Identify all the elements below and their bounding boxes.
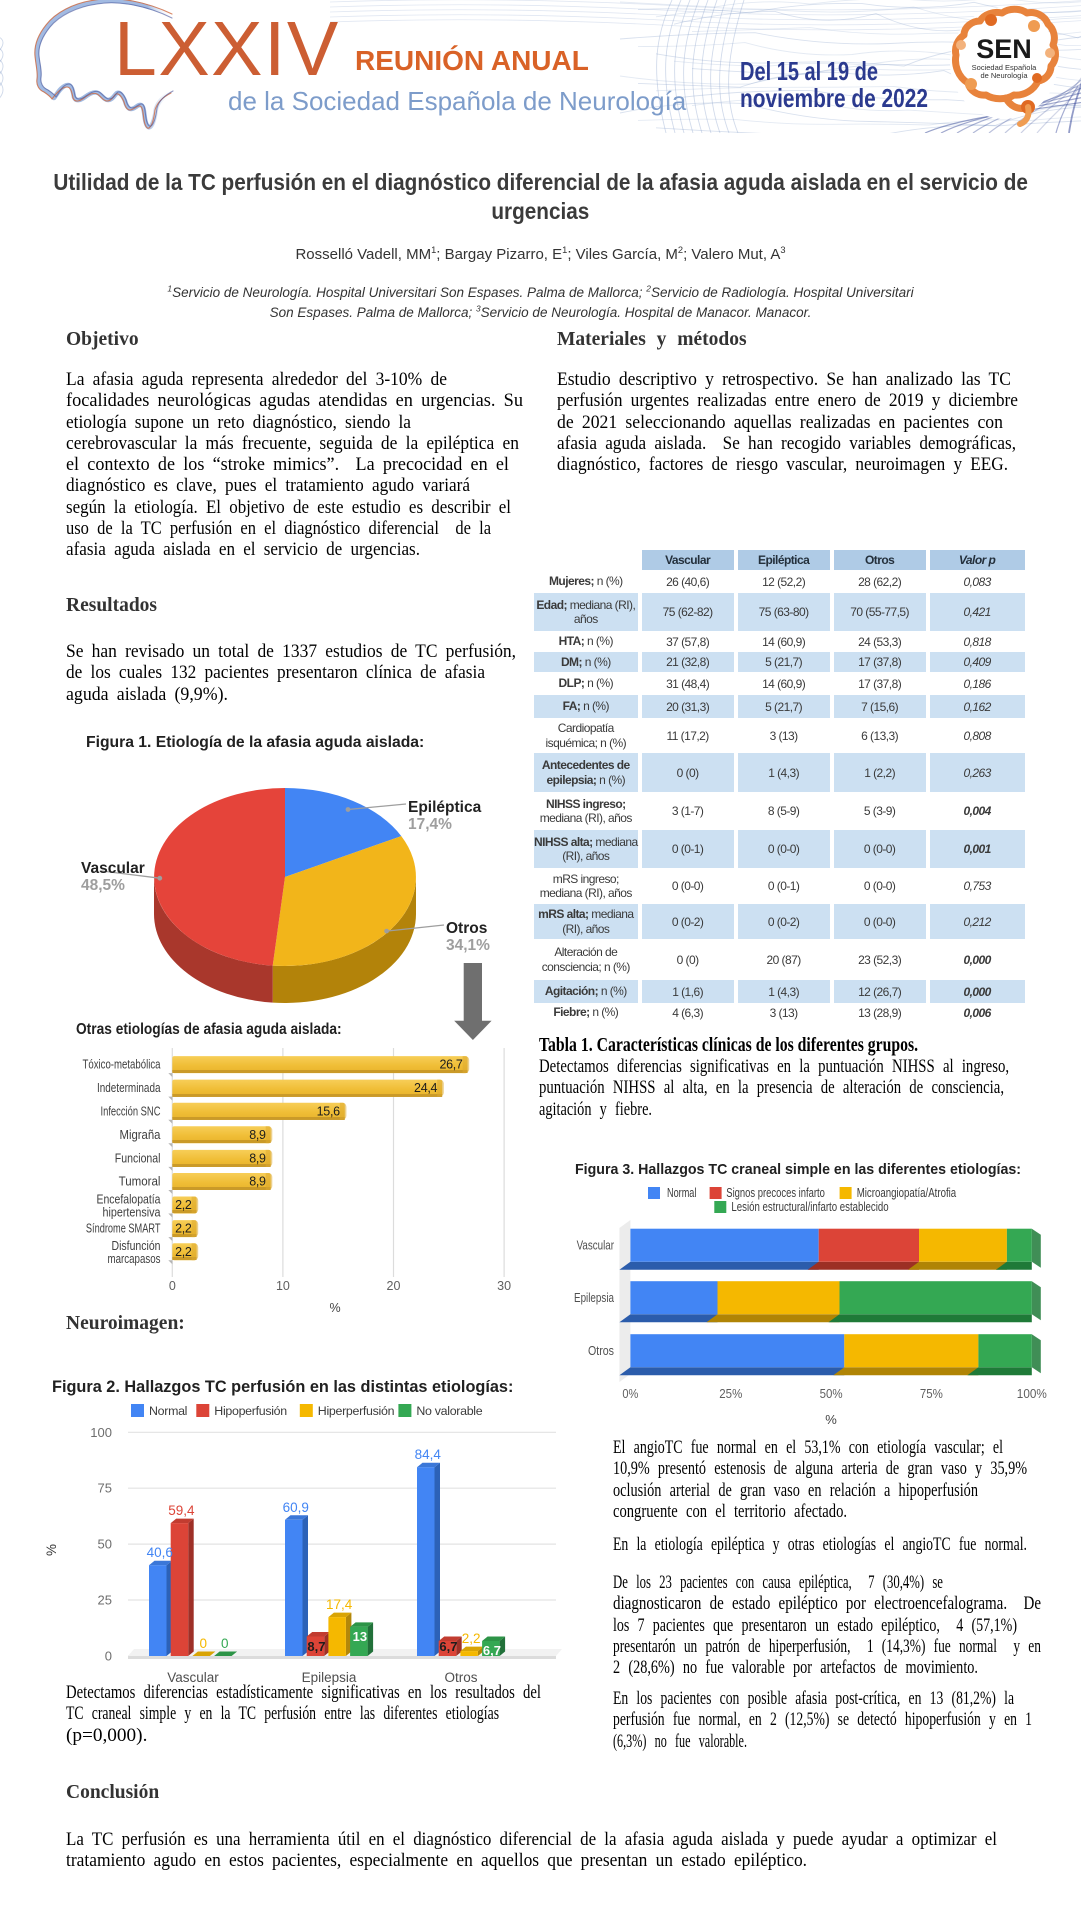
- svg-text:%: %: [329, 1301, 340, 1315]
- svg-text:Disfunción: Disfunción: [112, 1239, 161, 1253]
- svg-text:6,7: 6,7: [439, 1639, 457, 1654]
- svg-text:Funcional: Funcional: [115, 1152, 161, 1166]
- svg-text:%: %: [825, 1412, 837, 1427]
- svg-text:25%: 25%: [719, 1386, 742, 1401]
- svg-text:59,4: 59,4: [168, 1503, 195, 1518]
- svg-text:20: 20: [387, 1279, 401, 1293]
- svg-text:84,4: 84,4: [415, 1447, 442, 1462]
- svg-text:Signos precoces infarto: Signos precoces infarto: [726, 1186, 825, 1200]
- svg-text:Vascular: Vascular: [81, 860, 145, 877]
- svg-text:8,9: 8,9: [249, 1128, 266, 1142]
- svg-text:75: 75: [98, 1481, 112, 1496]
- svg-text:Sociedad Española: Sociedad Española: [972, 63, 1037, 72]
- svg-text:hipertensiva: hipertensiva: [103, 1206, 161, 1220]
- svg-text:15,6: 15,6: [317, 1104, 340, 1118]
- svg-text:24,4: 24,4: [414, 1081, 437, 1095]
- svg-text:25: 25: [98, 1593, 112, 1608]
- svg-text:Hiperperfusión: Hiperperfusión: [318, 1404, 395, 1418]
- svg-text:Migraña: Migraña: [120, 1128, 161, 1142]
- svg-text:Otros: Otros: [588, 1343, 614, 1358]
- svg-text:0%: 0%: [622, 1386, 638, 1401]
- svg-text:Síndrome SMART: Síndrome SMART: [86, 1222, 161, 1236]
- svg-text:13: 13: [353, 1629, 367, 1644]
- svg-text:10: 10: [276, 1279, 290, 1293]
- svg-text:75%: 75%: [920, 1386, 943, 1401]
- svg-text:Lesión estructural/infarto est: Lesión estructural/infarto establecido: [731, 1200, 888, 1214]
- svg-text:Epilepsia: Epilepsia: [574, 1290, 615, 1305]
- svg-text:2,2: 2,2: [175, 1222, 192, 1236]
- svg-text:2,2: 2,2: [175, 1245, 192, 1259]
- svg-text:Otros: Otros: [444, 1670, 477, 1685]
- svg-text:Encefalopatía: Encefalopatía: [97, 1193, 161, 1207]
- svg-text:0: 0: [169, 1279, 176, 1293]
- svg-text:48,5%: 48,5%: [81, 877, 125, 894]
- svg-text:Indeterminada: Indeterminada: [97, 1081, 161, 1095]
- svg-text:Epilepsia: Epilepsia: [302, 1670, 357, 1685]
- svg-text:%: %: [44, 1544, 59, 1556]
- svg-text:Vascular: Vascular: [167, 1670, 219, 1685]
- svg-text:26,7: 26,7: [439, 1058, 462, 1072]
- svg-text:0: 0: [105, 1649, 112, 1664]
- svg-text:0: 0: [221, 1636, 229, 1651]
- svg-text:8,9: 8,9: [249, 1152, 266, 1166]
- svg-text:40,6: 40,6: [147, 1545, 173, 1560]
- svg-text:34,1%: 34,1%: [446, 937, 490, 954]
- svg-text:8,7: 8,7: [307, 1639, 325, 1654]
- svg-text:Tumoral: Tumoral: [119, 1175, 161, 1189]
- svg-text:Epiléptica: Epiléptica: [408, 799, 482, 816]
- svg-text:Normal: Normal: [667, 1186, 696, 1200]
- svg-text:50%: 50%: [820, 1386, 843, 1401]
- svg-text:30: 30: [497, 1279, 511, 1293]
- svg-text:SEN: SEN: [976, 34, 1032, 64]
- svg-text:Vascular: Vascular: [577, 1238, 615, 1253]
- svg-text:Microangiopatía/Atrofia: Microangiopatía/Atrofia: [857, 1186, 957, 1200]
- svg-text:2,2: 2,2: [462, 1631, 481, 1646]
- svg-text:0: 0: [199, 1636, 207, 1651]
- svg-text:17,4%: 17,4%: [408, 816, 452, 833]
- svg-text:Hipoperfusión: Hipoperfusión: [214, 1404, 287, 1418]
- svg-text:Infección SNC: Infección SNC: [101, 1104, 161, 1118]
- svg-text:50: 50: [98, 1537, 112, 1552]
- svg-text:Normal: Normal: [149, 1404, 187, 1418]
- svg-text:marcapasos: marcapasos: [108, 1252, 161, 1266]
- svg-text:Tóxico-metabólica: Tóxico-metabólica: [83, 1058, 161, 1072]
- svg-text:100: 100: [90, 1425, 112, 1440]
- svg-text:60,9: 60,9: [283, 1500, 309, 1515]
- svg-text:8,9: 8,9: [249, 1175, 266, 1189]
- svg-text:100%: 100%: [1017, 1386, 1047, 1401]
- svg-text:No valorable: No valorable: [416, 1404, 482, 1418]
- svg-text:17,4: 17,4: [326, 1597, 353, 1612]
- svg-text:de Neurología: de Neurología: [980, 71, 1028, 80]
- svg-text:Otros: Otros: [446, 920, 487, 937]
- svg-text:6,7: 6,7: [483, 1643, 501, 1658]
- svg-text:2,2: 2,2: [175, 1198, 192, 1212]
